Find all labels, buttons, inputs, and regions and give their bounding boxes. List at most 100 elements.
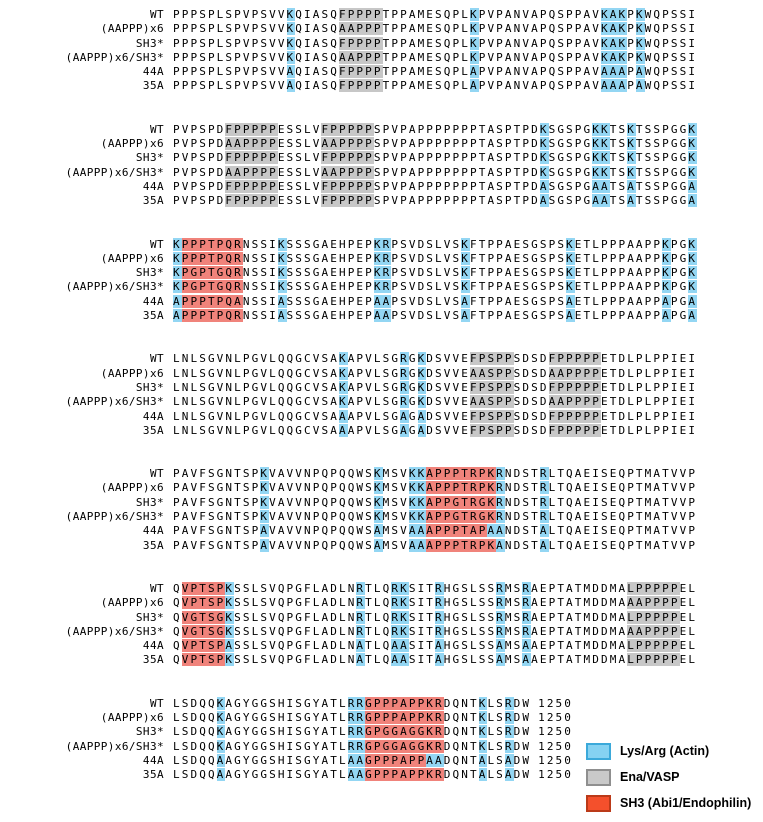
- sh3-highlight: K: [487, 510, 497, 524]
- lys-arg-highlight: R: [347, 696, 357, 710]
- sh3-highlight: R: [234, 309, 243, 323]
- ena-vasp-highlight: S: [487, 366, 497, 380]
- ena-vasp-highlight: L: [627, 653, 636, 667]
- ena-vasp-highlight: P: [373, 36, 383, 50]
- ena-vasp-highlight: P: [269, 122, 278, 136]
- lys-arg-highlight: K: [260, 481, 270, 495]
- ena-vasp-highlight: P: [260, 151, 270, 165]
- lys-arg-highlight: A: [435, 653, 444, 667]
- ena-vasp-highlight: P: [347, 122, 357, 136]
- ena-vasp-swatch-icon: [586, 768, 611, 786]
- alignment-row: 35A PAVFSGNTSPAVAVVNPQPQQWSAMSVAAAPPPTRPK…: [0, 538, 763, 553]
- ena-vasp-highlight: P: [347, 194, 357, 208]
- sh3-highlight: T: [461, 481, 470, 495]
- lys-arg-highlight: A: [600, 79, 610, 93]
- lys-arg-highlight: R: [539, 481, 549, 495]
- ena-vasp-highlight: P: [592, 423, 601, 437]
- sh3-highlight: P: [216, 294, 226, 308]
- sh3-highlight: A: [400, 768, 409, 782]
- ena-vasp-highlight: A: [557, 395, 567, 409]
- ena-vasp-highlight: P: [583, 423, 593, 437]
- residue-number: 1250: [538, 753, 573, 767]
- lys-arg-highlight: K: [627, 165, 636, 179]
- ena-vasp-highlight: P: [347, 36, 357, 50]
- ena-vasp-highlight: P: [234, 194, 243, 208]
- lys-arg-highlight: R: [391, 581, 401, 595]
- lys-arg-highlight: A: [286, 79, 296, 93]
- lys-arg-highlight: R: [356, 696, 366, 710]
- lys-arg-highlight: K: [635, 8, 645, 21]
- sh3-highlight: P: [443, 510, 453, 524]
- ena-vasp-highlight: P: [670, 624, 680, 638]
- variant-label: (AAPPP)x6/SH3*: [65, 165, 164, 179]
- ena-vasp-highlight: P: [356, 165, 366, 179]
- lys-arg-highlight: R: [539, 510, 549, 524]
- ena-vasp-highlight: P: [338, 151, 348, 165]
- ena-vasp-highlight: P: [338, 122, 348, 136]
- ena-vasp-highlight: P: [574, 395, 584, 409]
- sequence: PAVFSGNTSPKVAVVNPQPQQWSKMSVKKAPPPTRPKRND…: [173, 467, 698, 481]
- variant-label: 35A: [142, 79, 164, 93]
- lys-arg-highlight: R: [435, 610, 444, 624]
- sh3-highlight: G: [408, 739, 418, 753]
- sh3-highlight: G: [365, 696, 374, 710]
- ena-vasp-highlight: P: [356, 79, 366, 93]
- ena-vasp-highlight: P: [557, 423, 567, 437]
- ena-vasp-highlight: P: [269, 151, 278, 165]
- lys-arg-highlight: R: [400, 352, 409, 366]
- sequence: PPPSPLSPVPSVVKQIASQFPPPPTPPAMESQPLKPVPAN…: [173, 36, 698, 50]
- sh3-highlight: P: [443, 524, 453, 538]
- lys-arg-highlight: K: [373, 280, 383, 294]
- lys-arg-highlight: K: [592, 137, 601, 151]
- lys-arg-highlight: K: [478, 710, 488, 724]
- ena-vasp-highlight: P: [330, 122, 339, 136]
- sh3-highlight: G: [417, 725, 427, 739]
- ena-vasp-highlight: P: [251, 165, 261, 179]
- ena-vasp-highlight: F: [321, 122, 331, 136]
- variant-label: (AAPPP)x6/SH3*: [65, 50, 164, 64]
- ena-vasp-highlight: P: [566, 380, 575, 394]
- lys-arg-highlight: K: [600, 50, 610, 64]
- sh3-highlight: P: [373, 710, 383, 724]
- ena-vasp-highlight: P: [504, 380, 514, 394]
- alignment-row: (AAPPP)x6 PPPSPLSPVPSVVKQIASQAAPPPTPPAMES…: [0, 22, 763, 36]
- alignment-row: WT PAVFSGNTSPKVAVVNPQPQQWSKMSVKKAPPPTRPKR…: [0, 467, 763, 481]
- lys-arg-highlight: K: [600, 165, 610, 179]
- ena-vasp-highlight: P: [574, 409, 584, 423]
- lys-arg-highlight: R: [539, 495, 549, 509]
- lys-arg-highlight: K: [173, 237, 182, 251]
- lys-arg-highlight: A: [539, 194, 549, 208]
- lys-arg-highlight: K: [373, 237, 383, 251]
- ena-vasp-highlight: P: [478, 380, 488, 394]
- sh3-highlight: P: [435, 524, 444, 538]
- lys-arg-highlight: K: [662, 280, 671, 294]
- sh3-highlight: P: [435, 495, 444, 509]
- variant-label: (AAPPP)x6/SH3*: [65, 280, 164, 294]
- ena-vasp-highlight: P: [356, 151, 366, 165]
- alignment-row: (AAPPP)x6 PAVFSGNTSPKVAVVNPQPQQWSKMSVKKAP…: [0, 481, 763, 495]
- sequence: QVGTSGKSSLSVQPGFLADLNRTLQRKSITRHGSLSSRMS…: [173, 624, 698, 638]
- lys-arg-highlight: K: [286, 22, 296, 36]
- lys-arg-highlight: A: [173, 294, 182, 308]
- lys-arg-highlight: A: [539, 524, 549, 538]
- legend-label-sh3: SH3 (Abi1/Endophilin): [620, 796, 752, 810]
- lys-arg-highlight: A: [635, 65, 645, 79]
- ena-vasp-highlight: P: [592, 366, 601, 380]
- variant-label: (AAPPP)x6: [100, 710, 164, 724]
- legend-label-lys-arg: Lys/Arg (Actin): [620, 744, 710, 758]
- ena-vasp-highlight: P: [670, 639, 680, 653]
- sequence: PVPSPDFPPPPPESSLVFPPPPPSPVPAPPPPPPPTASPT…: [173, 179, 698, 193]
- lys-arg-highlight: R: [382, 251, 392, 265]
- sh3-highlight: G: [190, 610, 200, 624]
- lys-arg-highlight: K: [469, 36, 479, 50]
- variant-label: WT: [149, 122, 164, 136]
- sh3-highlight: P: [373, 725, 383, 739]
- ena-vasp-highlight: P: [583, 380, 593, 394]
- sequence: LSDQQKAGYGGSHISGYATLRRGPPPAPPKRDQNTKLSRD…: [173, 696, 532, 710]
- ena-vasp-highlight: P: [504, 423, 514, 437]
- lys-arg-highlight: A: [539, 179, 549, 193]
- lys-arg-highlight: R: [391, 610, 401, 624]
- alignment-row: 35A LNLSGVNLPGVLQQGCVSAAAPVLSGAGADSVVEFPS…: [0, 423, 763, 438]
- ena-vasp-highlight: P: [356, 194, 366, 208]
- ena-vasp-highlight: P: [635, 639, 645, 653]
